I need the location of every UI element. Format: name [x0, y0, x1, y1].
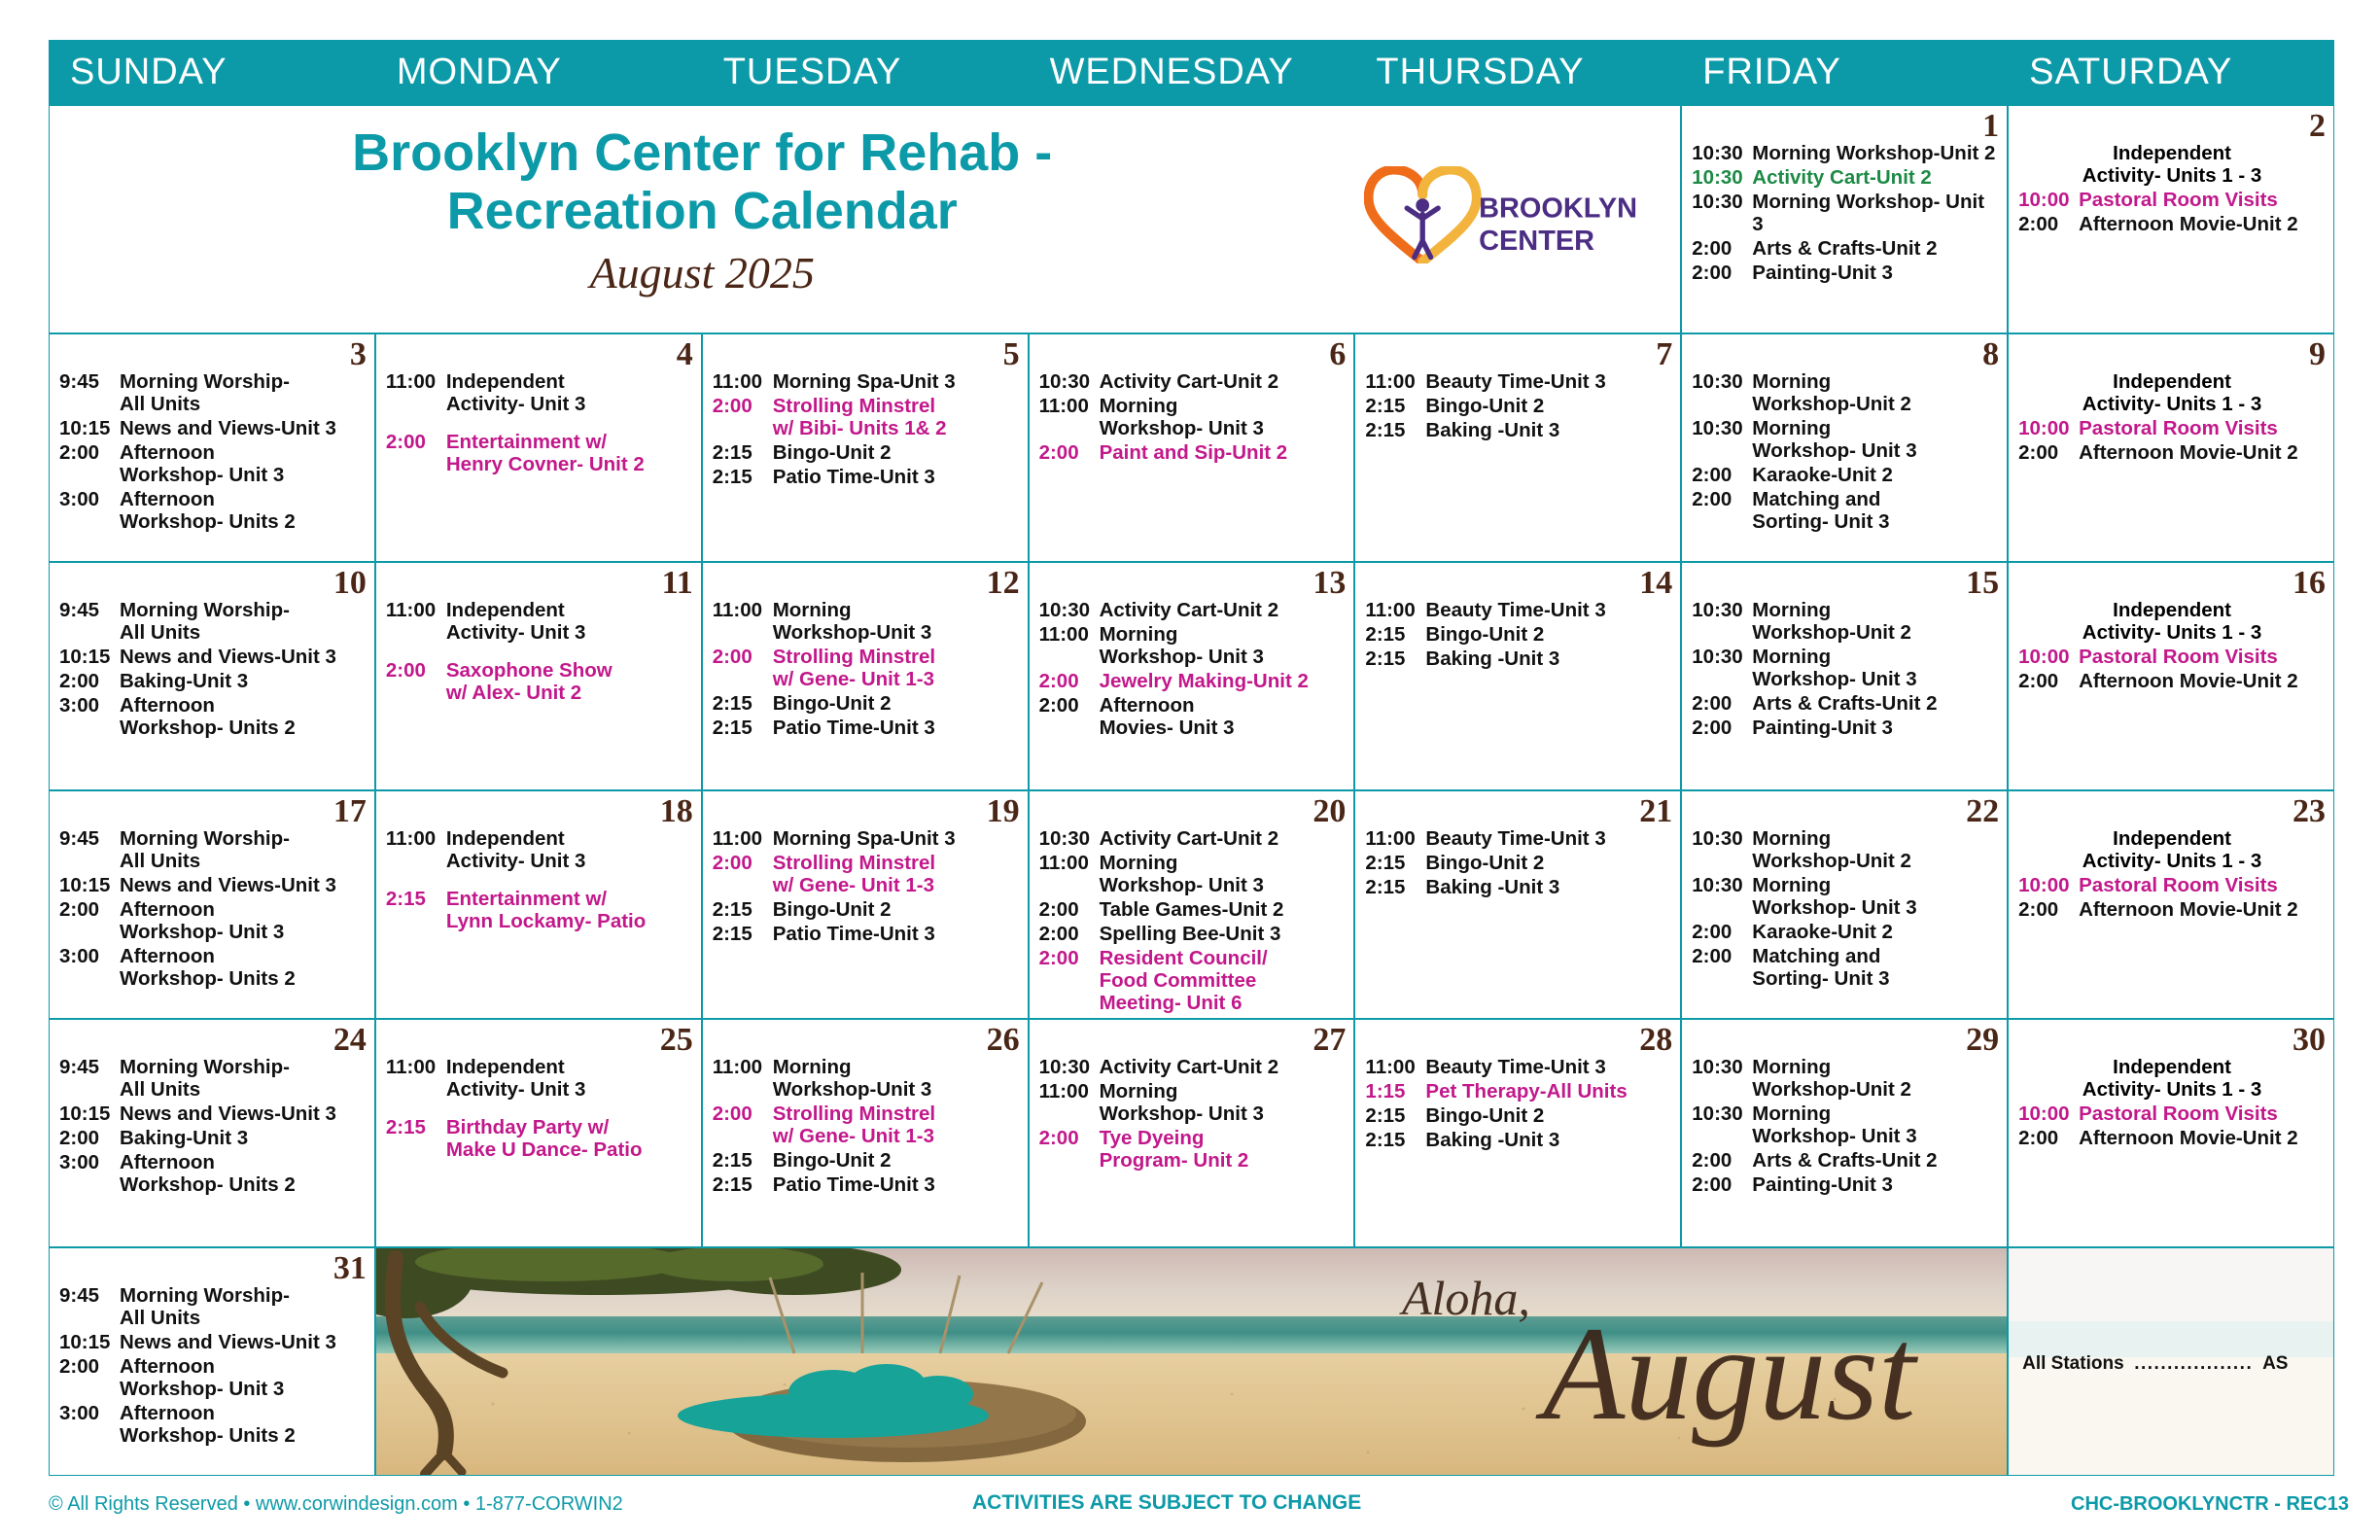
svg-text:BROOKLYN: BROOKLYN — [1480, 192, 1638, 224]
svg-text:Aloha,: Aloha, — [1399, 1271, 1530, 1325]
svg-text:August: August — [1535, 1299, 1919, 1448]
svg-text:CENTER: CENTER — [1480, 226, 1595, 257]
